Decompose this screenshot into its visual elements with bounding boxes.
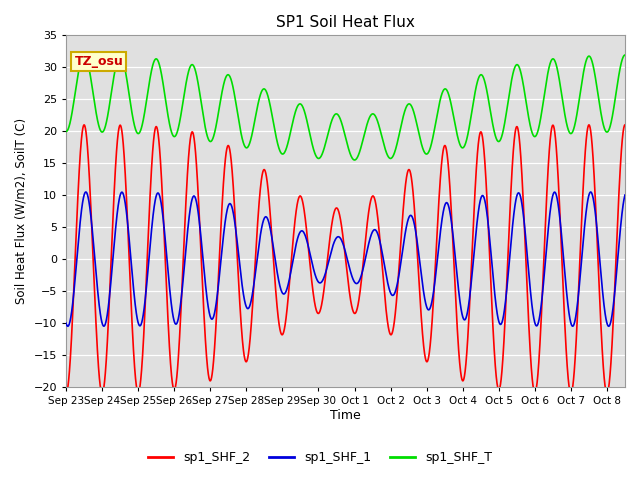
Text: TZ_osu: TZ_osu xyxy=(74,55,124,68)
X-axis label: Time: Time xyxy=(330,409,361,422)
Y-axis label: Soil Heat Flux (W/m2), SoilT (C): Soil Heat Flux (W/m2), SoilT (C) xyxy=(15,118,28,304)
Title: SP1 Soil Heat Flux: SP1 Soil Heat Flux xyxy=(276,15,415,30)
Legend: sp1_SHF_2, sp1_SHF_1, sp1_SHF_T: sp1_SHF_2, sp1_SHF_1, sp1_SHF_T xyxy=(143,446,497,469)
